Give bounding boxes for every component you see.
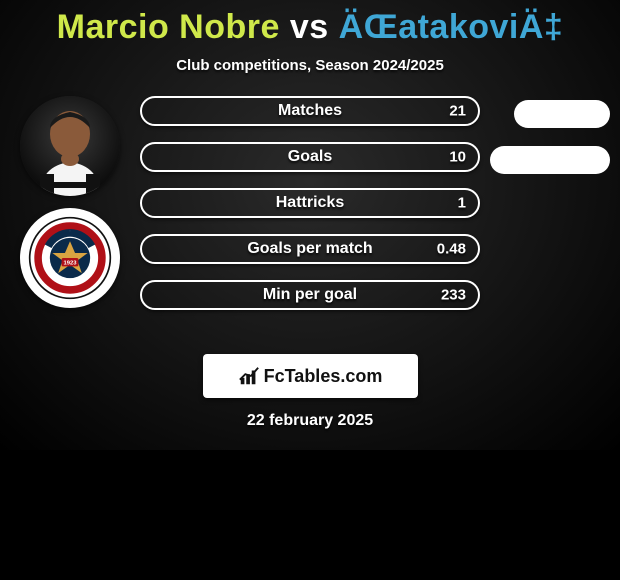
stat-label: Hattricks	[276, 194, 344, 212]
svg-text:1923: 1923	[63, 261, 77, 267]
crest-icon: 1923	[28, 216, 112, 300]
stat-rows: Matches 21 Goals 10 Hattricks 1 Goals pe…	[140, 96, 480, 310]
stats-body: 1923 Matches 21 Goals 10	[0, 96, 620, 346]
brand-box: FcTables.com	[203, 354, 418, 398]
player1-name: Marcio Nobre	[57, 8, 280, 46]
vs-text: vs	[290, 8, 329, 46]
avatar-icon	[20, 96, 120, 196]
subtitle: Club competitions, Season 2024/2025	[0, 57, 620, 74]
stat-row-mpg: Min per goal 233	[140, 280, 480, 310]
stat-row-matches: Matches 21	[140, 96, 480, 126]
stat-row-gpm: Goals per match 0.48	[140, 234, 480, 264]
stat-label: Goals	[288, 148, 332, 166]
stat-row-goals: Goals 10	[140, 142, 480, 172]
stat-right-value: 233	[441, 287, 466, 304]
stat-right-value: 21	[449, 103, 466, 120]
right-bar-1	[490, 146, 610, 174]
date-text: 22 february 2025	[0, 412, 620, 430]
club-crest: 1923	[20, 208, 120, 308]
chart-icon	[238, 365, 260, 387]
player2-name: ÄŒatakoviÄ‡	[339, 8, 564, 46]
right-column	[490, 100, 610, 192]
right-bar-0	[514, 100, 610, 128]
left-column: 1923	[10, 96, 130, 308]
stat-label: Matches	[278, 102, 342, 120]
stat-label: Goals per match	[247, 240, 372, 258]
brand-text: FcTables.com	[264, 366, 383, 387]
stat-label: Min per goal	[263, 286, 357, 304]
page-title: Marcio Nobre vs ÄŒatakoviÄ‡	[0, 0, 620, 47]
stat-right-value: 0.48	[437, 241, 466, 258]
stat-right-value: 1	[458, 195, 466, 212]
stat-row-hattricks: Hattricks 1	[140, 188, 480, 218]
stat-right-value: 10	[449, 149, 466, 166]
comparison-card: Marcio Nobre vs ÄŒatakoviÄ‡ Club competi…	[0, 0, 620, 450]
player1-avatar	[20, 96, 120, 196]
